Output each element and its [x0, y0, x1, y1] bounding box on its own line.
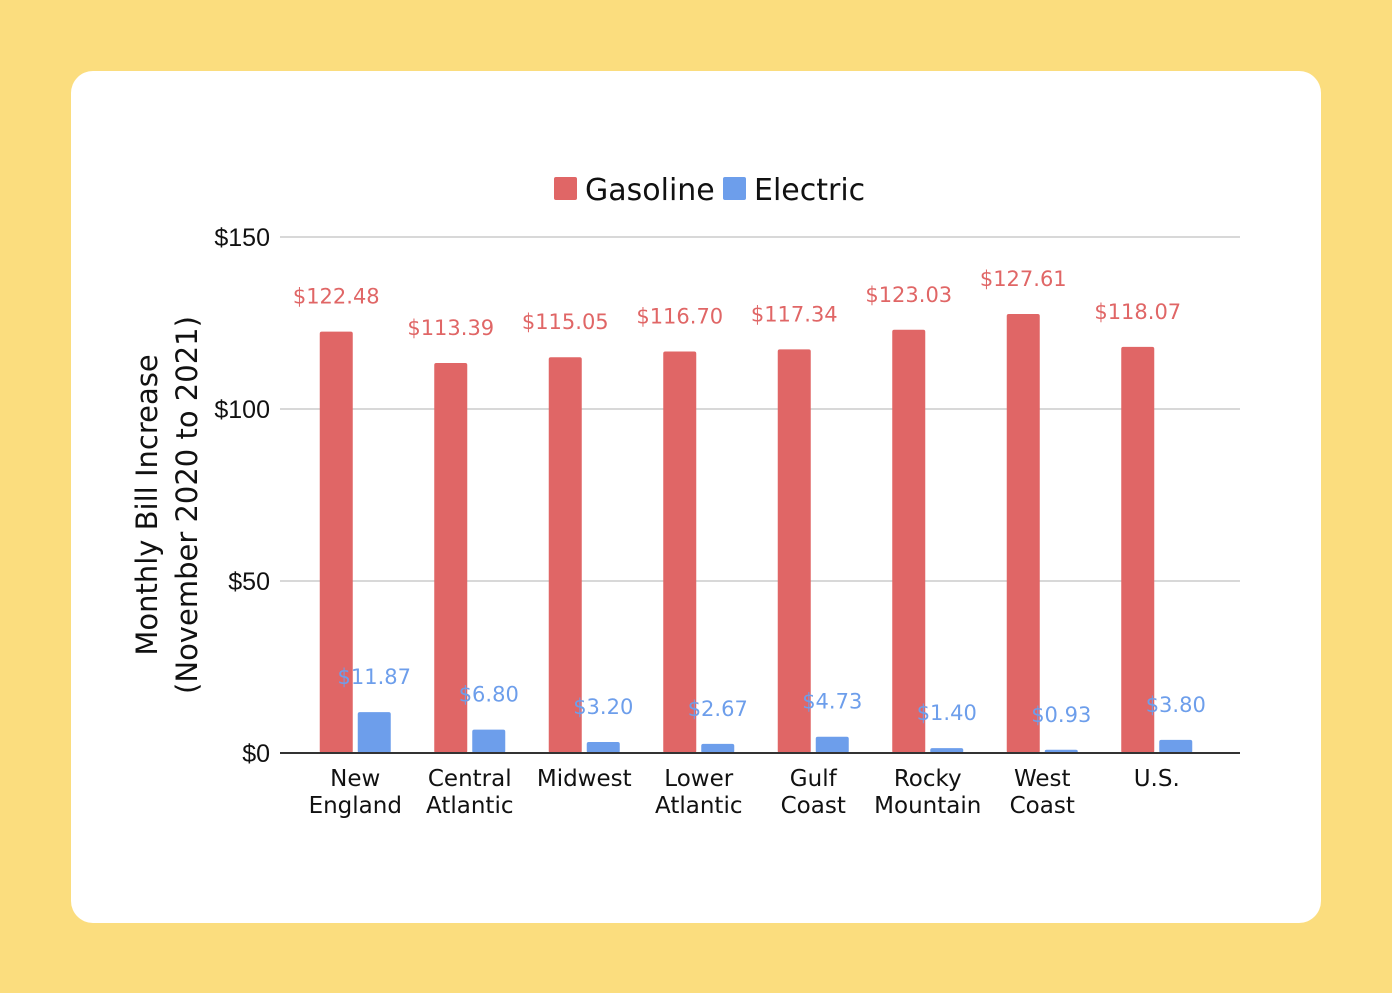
x-tick-label-line: U.S. [1134, 766, 1180, 792]
bars [319, 314, 1193, 753]
x-tick-label-line: Rocky [894, 766, 962, 792]
x-tick-label-line: West [1014, 766, 1071, 792]
data-labels: $122.48 $11.87 $113.39 $6.80 $115.05 $3.20 $11… [293, 267, 1206, 727]
gridlines [280, 236, 1240, 582]
bar-electric [586, 741, 620, 753]
data-label-gasoline: $117.34 [751, 302, 838, 326]
legend-swatch-gasoline [554, 177, 577, 200]
bar-gasoline [663, 351, 697, 753]
x-tick-label: U.S. [1134, 766, 1180, 792]
data-label-electric: $6.80 [459, 683, 519, 707]
bar-gasoline [1006, 314, 1040, 753]
x-tick-label-line: Mountain [874, 793, 981, 819]
x-tick-label-line: Central [428, 766, 512, 792]
x-tick-label: Central Atlantic [426, 766, 513, 819]
y-tick-label: $0 [242, 740, 270, 768]
x-tick-label-line: Gulf [790, 766, 838, 792]
x-tick-label: Rocky Mountain [874, 766, 981, 819]
data-label-gasoline: $116.70 [636, 305, 723, 329]
x-tick-label: Midwest [537, 766, 632, 792]
legend-label-gasoline: Gasoline [585, 173, 715, 208]
data-label-electric: $11.87 [338, 665, 411, 689]
x-tick-label-line: Lower [664, 766, 733, 792]
data-label-electric: $3.20 [573, 695, 633, 719]
data-label-gasoline: $113.39 [407, 316, 494, 340]
y-axis-title-line: Monthly Bill Increase [130, 354, 164, 655]
data-label-gasoline: $115.05 [522, 310, 609, 334]
x-tick-label-line: Coast [781, 793, 846, 819]
x-tick-label-line: England [309, 793, 402, 819]
data-label-electric: $3.80 [1146, 693, 1206, 717]
data-label-gasoline: $127.61 [980, 267, 1067, 291]
x-tick-label-line: Atlantic [655, 793, 742, 819]
bar-gasoline [548, 357, 582, 753]
data-label-gasoline: $122.48 [293, 285, 380, 309]
data-label-gasoline: $118.07 [1094, 300, 1181, 324]
y-axis-title-text: Monthly Bill Increase (November 2020 to 2… [130, 316, 204, 694]
x-tick-label: Lower Atlantic [655, 766, 742, 819]
bar-gasoline [434, 362, 468, 753]
data-label-electric: $2.67 [688, 697, 748, 721]
legend-swatch-electric [723, 177, 746, 200]
y-tick-label: $100 [214, 396, 270, 424]
bar-electric [1159, 739, 1193, 753]
bar-gasoline [777, 349, 811, 753]
legend: Gasoline Electric [554, 173, 865, 208]
y-tick-label: $150 [214, 224, 270, 252]
data-label-electric: $1.40 [917, 701, 977, 725]
bar-gasoline [892, 329, 926, 753]
y-tick-label: $50 [228, 568, 270, 596]
x-tick-label: New England [309, 766, 402, 819]
bar-gasoline [1121, 346, 1155, 753]
data-label-electric: $4.73 [802, 690, 862, 714]
x-tick-label: West Coast [1010, 766, 1075, 819]
legend-label-electric: Electric [754, 173, 865, 208]
x-tick-label-line: Coast [1010, 793, 1075, 819]
bar-electric [472, 729, 506, 753]
x-tick-label-line: Midwest [537, 766, 632, 792]
x-tick-label-line: New [330, 766, 380, 792]
bar-electric [357, 712, 391, 753]
bar-electric [930, 748, 964, 753]
x-tick-label-line: Atlantic [426, 793, 513, 819]
data-label-gasoline: $123.03 [865, 283, 952, 307]
y-axis-title-line: (November 2020 to 2021) [170, 316, 204, 694]
data-label-electric: $0.93 [1031, 703, 1091, 727]
bar-electric [701, 743, 735, 753]
bar-electric [815, 736, 849, 753]
x-tick-label: Gulf Coast [781, 766, 846, 819]
y-axis-title: Monthly Bill Increase (November 2020 to 2… [130, 316, 204, 694]
bar-gasoline [319, 331, 353, 753]
